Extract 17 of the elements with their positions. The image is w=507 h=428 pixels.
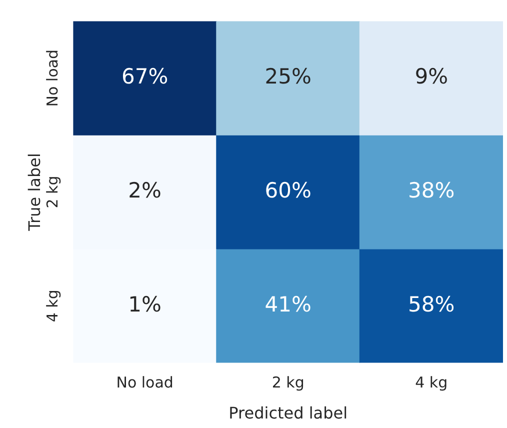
data-label: 38%: [408, 178, 455, 202]
data-label: 2%: [128, 178, 162, 202]
data-label: 67%: [121, 64, 168, 89]
y-tick-label: 4 kg: [44, 290, 62, 322]
data-label: 25%: [264, 64, 312, 89]
x-tick-label: 4 kg: [415, 374, 448, 392]
data-label: 9%: [414, 64, 448, 89]
x-tick-label: No load: [116, 374, 174, 392]
data-label: 1%: [128, 292, 162, 316]
x-tick-label: 2 kg: [272, 374, 304, 392]
y-axis-title: True label: [24, 153, 44, 232]
x-axis-title: Predicted label: [228, 404, 348, 423]
y-tick-label: 2 kg: [44, 176, 62, 208]
data-label: 60%: [264, 178, 312, 202]
data-label: 58%: [408, 292, 455, 316]
data-label: 41%: [264, 292, 312, 316]
y-tick-label: No load: [44, 50, 62, 107]
